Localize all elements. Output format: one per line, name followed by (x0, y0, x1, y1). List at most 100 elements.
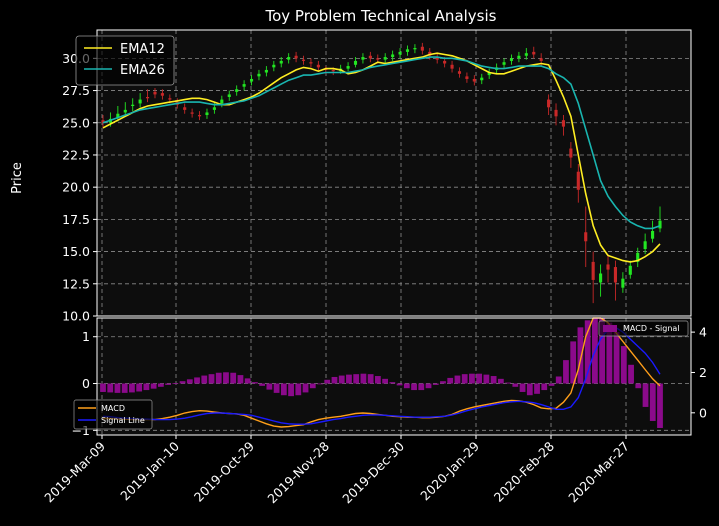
histogram-bar (288, 383, 294, 397)
histogram-bar (346, 374, 352, 384)
histogram-bar (555, 376, 562, 384)
candle-body (569, 148, 573, 158)
candle-body (301, 59, 306, 61)
histogram-bar (526, 383, 533, 396)
histogram-bar (208, 374, 215, 384)
candle-body (146, 96, 150, 99)
histogram-bar (273, 383, 280, 393)
histogram-bar (165, 383, 171, 385)
histogram-bar (541, 383, 548, 391)
histogram-bar (382, 378, 389, 384)
candle-body (643, 241, 647, 250)
candle-body (613, 267, 617, 283)
histogram-bar (584, 320, 591, 384)
legend-label-ema12: EMA12 (120, 42, 165, 57)
histogram-bar (447, 377, 454, 384)
macd-legend-box (73, 399, 153, 430)
histogram-bar (129, 383, 135, 393)
candle-body (450, 64, 454, 69)
price-y-tick-label: 20.0 (62, 180, 90, 195)
histogram-bar (259, 383, 266, 386)
candle-body (242, 84, 246, 87)
histogram-bar (338, 375, 345, 384)
candle-body (554, 109, 558, 117)
candle-body (502, 62, 506, 65)
candle-body (532, 51, 536, 55)
chart-title: Toy Problem Technical Analysis (265, 7, 497, 25)
candle-body (212, 107, 216, 110)
histogram-bar (114, 383, 121, 393)
histogram-bar (403, 383, 410, 389)
histogram-bar (613, 332, 620, 384)
price-lines (102, 52, 661, 263)
price-y-tick-label: 17.5 (62, 212, 90, 227)
price-y-tick-label: 15.0 (62, 244, 90, 259)
candle-body (272, 64, 276, 68)
candle-body (517, 55, 521, 59)
candle-body (606, 264, 610, 270)
histogram-bar (324, 379, 331, 384)
histogram-bar (563, 360, 569, 384)
histogram-bar (215, 372, 222, 384)
legend-label-macd: MACD (101, 404, 125, 413)
histogram-bar (642, 383, 649, 407)
candle-body (420, 46, 424, 51)
histogram-bar (100, 383, 106, 392)
candle-body (316, 64, 320, 68)
candle-body (628, 265, 632, 275)
histogram-bar (266, 383, 273, 390)
candle-body (591, 261, 595, 280)
histogram-bar (194, 377, 200, 384)
histogram-bar (425, 383, 432, 389)
macd-y-tick-label: 0 (82, 376, 90, 391)
macd-y-axis-right: 0 2 4 (691, 325, 707, 420)
histogram-bar (360, 373, 367, 384)
histogram-bar (432, 383, 439, 385)
histogram-bar (606, 322, 613, 384)
histogram-bar (201, 375, 208, 384)
candle-body (220, 99, 224, 104)
price-frame (96, 29, 692, 317)
candle-body (160, 93, 164, 96)
candle-body (249, 78, 254, 82)
legend-label-histogram: MACD - Signal (623, 324, 680, 333)
series-line-ema26 (102, 56, 661, 230)
histogram-bar (548, 383, 555, 386)
candle-body (227, 94, 231, 97)
candle-body (457, 71, 462, 74)
histogram-bar (186, 379, 193, 384)
histogram-bar (280, 383, 287, 396)
price-grid (97, 30, 691, 317)
histogram-bar (461, 374, 468, 384)
price-y-tick-label: 25.0 (62, 115, 90, 130)
candle-body (205, 112, 209, 116)
price-y-tick-label: 12.5 (62, 276, 90, 291)
candle-body (190, 112, 194, 114)
candle-body (279, 60, 283, 64)
price-panel: 10.012.515.017.520.022.525.027.530.0 Pri… (10, 29, 692, 324)
candle-body (636, 252, 640, 262)
candle-body (651, 230, 655, 239)
candle-body (131, 104, 135, 107)
histogram-bar (150, 383, 157, 389)
candle-body (257, 73, 261, 77)
histogram-bar (136, 383, 143, 392)
histogram-bar (628, 364, 634, 384)
histogram-bar (309, 383, 316, 389)
price-plot-area (97, 30, 691, 316)
series-line-ema12 (102, 52, 661, 263)
candle-body (123, 109, 127, 113)
price-y-tick-label: 22.5 (62, 147, 90, 162)
candle-body (346, 66, 350, 69)
macd-right-tick-label: 0 (699, 405, 707, 420)
histogram-bar (396, 383, 403, 386)
candle-body (101, 120, 105, 123)
histogram-bar (649, 383, 656, 421)
histogram-bar (374, 376, 381, 384)
macd-histogram (100, 318, 663, 428)
histogram-bar (599, 318, 606, 384)
candle-body (465, 76, 469, 79)
histogram-bar (353, 374, 360, 384)
histogram-bar (534, 383, 540, 394)
